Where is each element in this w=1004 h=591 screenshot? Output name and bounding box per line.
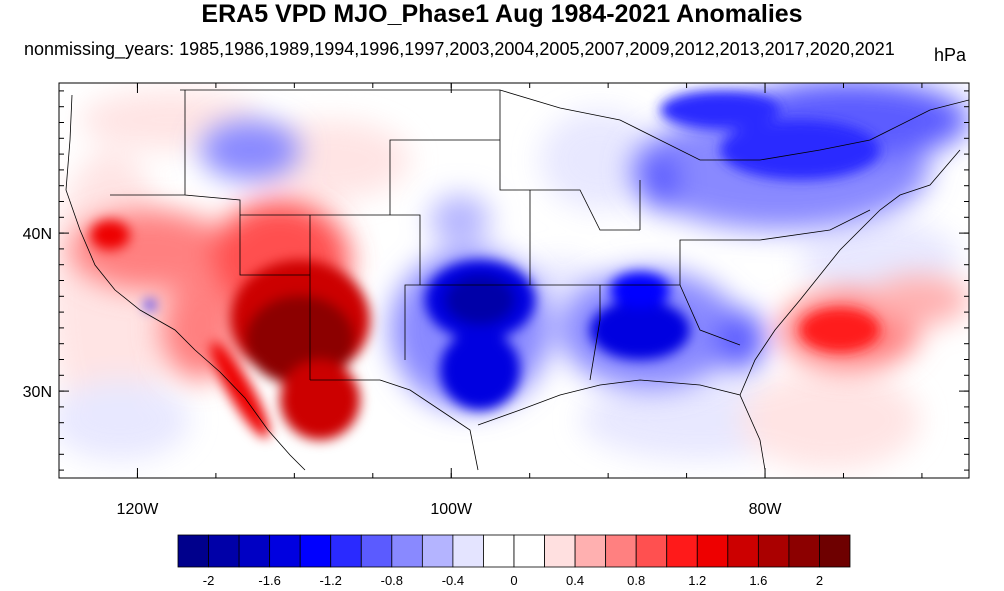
colorbar: -2 -1.6 -1.2 -0.8 -0.4 0 0.4 0.8 1.2 1.6 2 [177, 534, 851, 588]
colorbar-swatch [819, 534, 851, 568]
colorbar-swatch [757, 534, 790, 568]
colorbar-swatch [513, 534, 545, 568]
colorbar-tick-label: -0.4 [442, 573, 464, 588]
longitude-axis: 120W 100W 80W [58, 83, 923, 518]
colorbar-tick-label: 2 [816, 573, 823, 588]
colorbar-swatch [483, 534, 515, 568]
colorbar-tick-label: -0.8 [381, 573, 403, 588]
lat-tick-label: 40N [23, 226, 52, 243]
canada-border [180, 89, 969, 161]
lon-tick-label: 100W [430, 501, 473, 518]
colorbar-swatch [574, 534, 607, 568]
colorbar-swatch [269, 534, 301, 568]
state-borders [110, 90, 871, 381]
colorbar-swatch [727, 534, 759, 568]
map-outlines [65, 89, 969, 471]
colorbar-tick-label: 0 [510, 573, 517, 588]
colorbar-tick-label: -2 [203, 573, 215, 588]
coastline [65, 94, 306, 471]
colorbar-swatch [696, 534, 729, 568]
colorbar-swatch [360, 534, 393, 568]
colorbar-swatch [452, 534, 484, 568]
units-label: hPa [934, 45, 967, 65]
colorbar-swatch [299, 534, 332, 568]
colorbar-tick-label: -1.2 [320, 573, 342, 588]
colorbar-swatch [238, 534, 271, 568]
latitude-axis: 30N 40N [23, 90, 969, 471]
colorbar-swatch [788, 534, 820, 568]
lon-tick-label: 80W [749, 501, 783, 518]
colorbar-swatch [605, 534, 637, 568]
colorbar-swatch [421, 534, 454, 568]
colorbar-swatch [208, 534, 240, 568]
colorbar-tick-label: -1.6 [258, 573, 280, 588]
colorbar-tick-label: 0.4 [566, 573, 584, 588]
colorbar-swatch [391, 534, 423, 568]
map-field [59, 83, 969, 478]
colorbar-swatch [544, 534, 576, 568]
colorbar-swatch [666, 534, 698, 568]
strong-shading [90, 90, 880, 440]
lat-tick-label: 30N [23, 384, 52, 401]
colorbar-swatch [635, 534, 668, 568]
map-title: ERA5 VPD MJO_Phase1 Aug 1984-2021 Anomal… [201, 0, 803, 28]
colorbar-tick-label: 1.6 [749, 573, 767, 588]
gulf-coast [379, 149, 961, 471]
colorbar-swatch [330, 534, 362, 568]
colorbar-swatch [177, 534, 209, 568]
lon-tick-label: 120W [117, 501, 160, 518]
map-subtitle: nonmissing_years: 1985,1986,1989,1994,19… [24, 39, 895, 59]
colorbar-tick-label: 1.2 [688, 573, 706, 588]
colorbar-tick-label: 0.8 [627, 573, 645, 588]
